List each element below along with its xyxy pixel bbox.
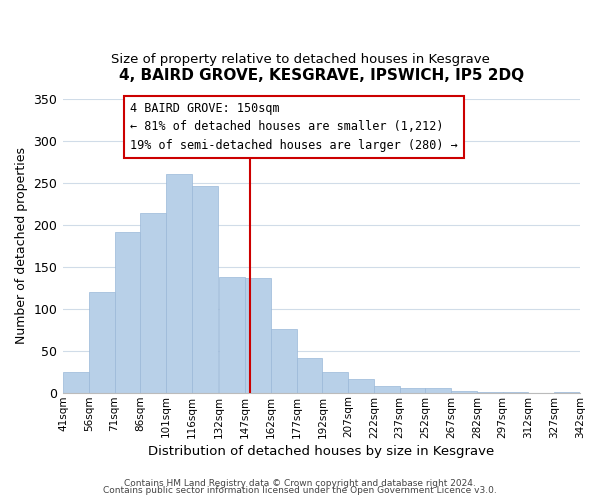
Bar <box>115 232 140 392</box>
Bar <box>245 278 271 392</box>
Y-axis label: Number of detached properties: Number of detached properties <box>15 148 28 344</box>
X-axis label: Distribution of detached houses by size in Kesgrave: Distribution of detached houses by size … <box>148 444 494 458</box>
Bar <box>348 379 374 392</box>
Bar <box>89 292 115 392</box>
Bar <box>296 358 322 392</box>
Bar <box>322 372 348 392</box>
Title: 4, BAIRD GROVE, KESGRAVE, IPSWICH, IP5 2DQ: 4, BAIRD GROVE, KESGRAVE, IPSWICH, IP5 2… <box>119 68 524 82</box>
Text: Contains public sector information licensed under the Open Government Licence v3: Contains public sector information licen… <box>103 486 497 495</box>
Bar <box>166 174 192 392</box>
Bar <box>400 388 425 392</box>
Bar <box>192 186 218 392</box>
Text: 4 BAIRD GROVE: 150sqm
← 81% of detached houses are smaller (1,212)
19% of semi-d: 4 BAIRD GROVE: 150sqm ← 81% of detached … <box>130 102 458 152</box>
Bar <box>219 277 245 392</box>
Text: Size of property relative to detached houses in Kesgrave: Size of property relative to detached ho… <box>110 52 490 66</box>
Bar <box>63 372 89 392</box>
Bar <box>451 391 477 392</box>
Bar <box>425 388 451 392</box>
Bar <box>140 213 166 392</box>
Bar <box>374 386 400 392</box>
Text: Contains HM Land Registry data © Crown copyright and database right 2024.: Contains HM Land Registry data © Crown c… <box>124 478 476 488</box>
Bar <box>271 329 296 392</box>
